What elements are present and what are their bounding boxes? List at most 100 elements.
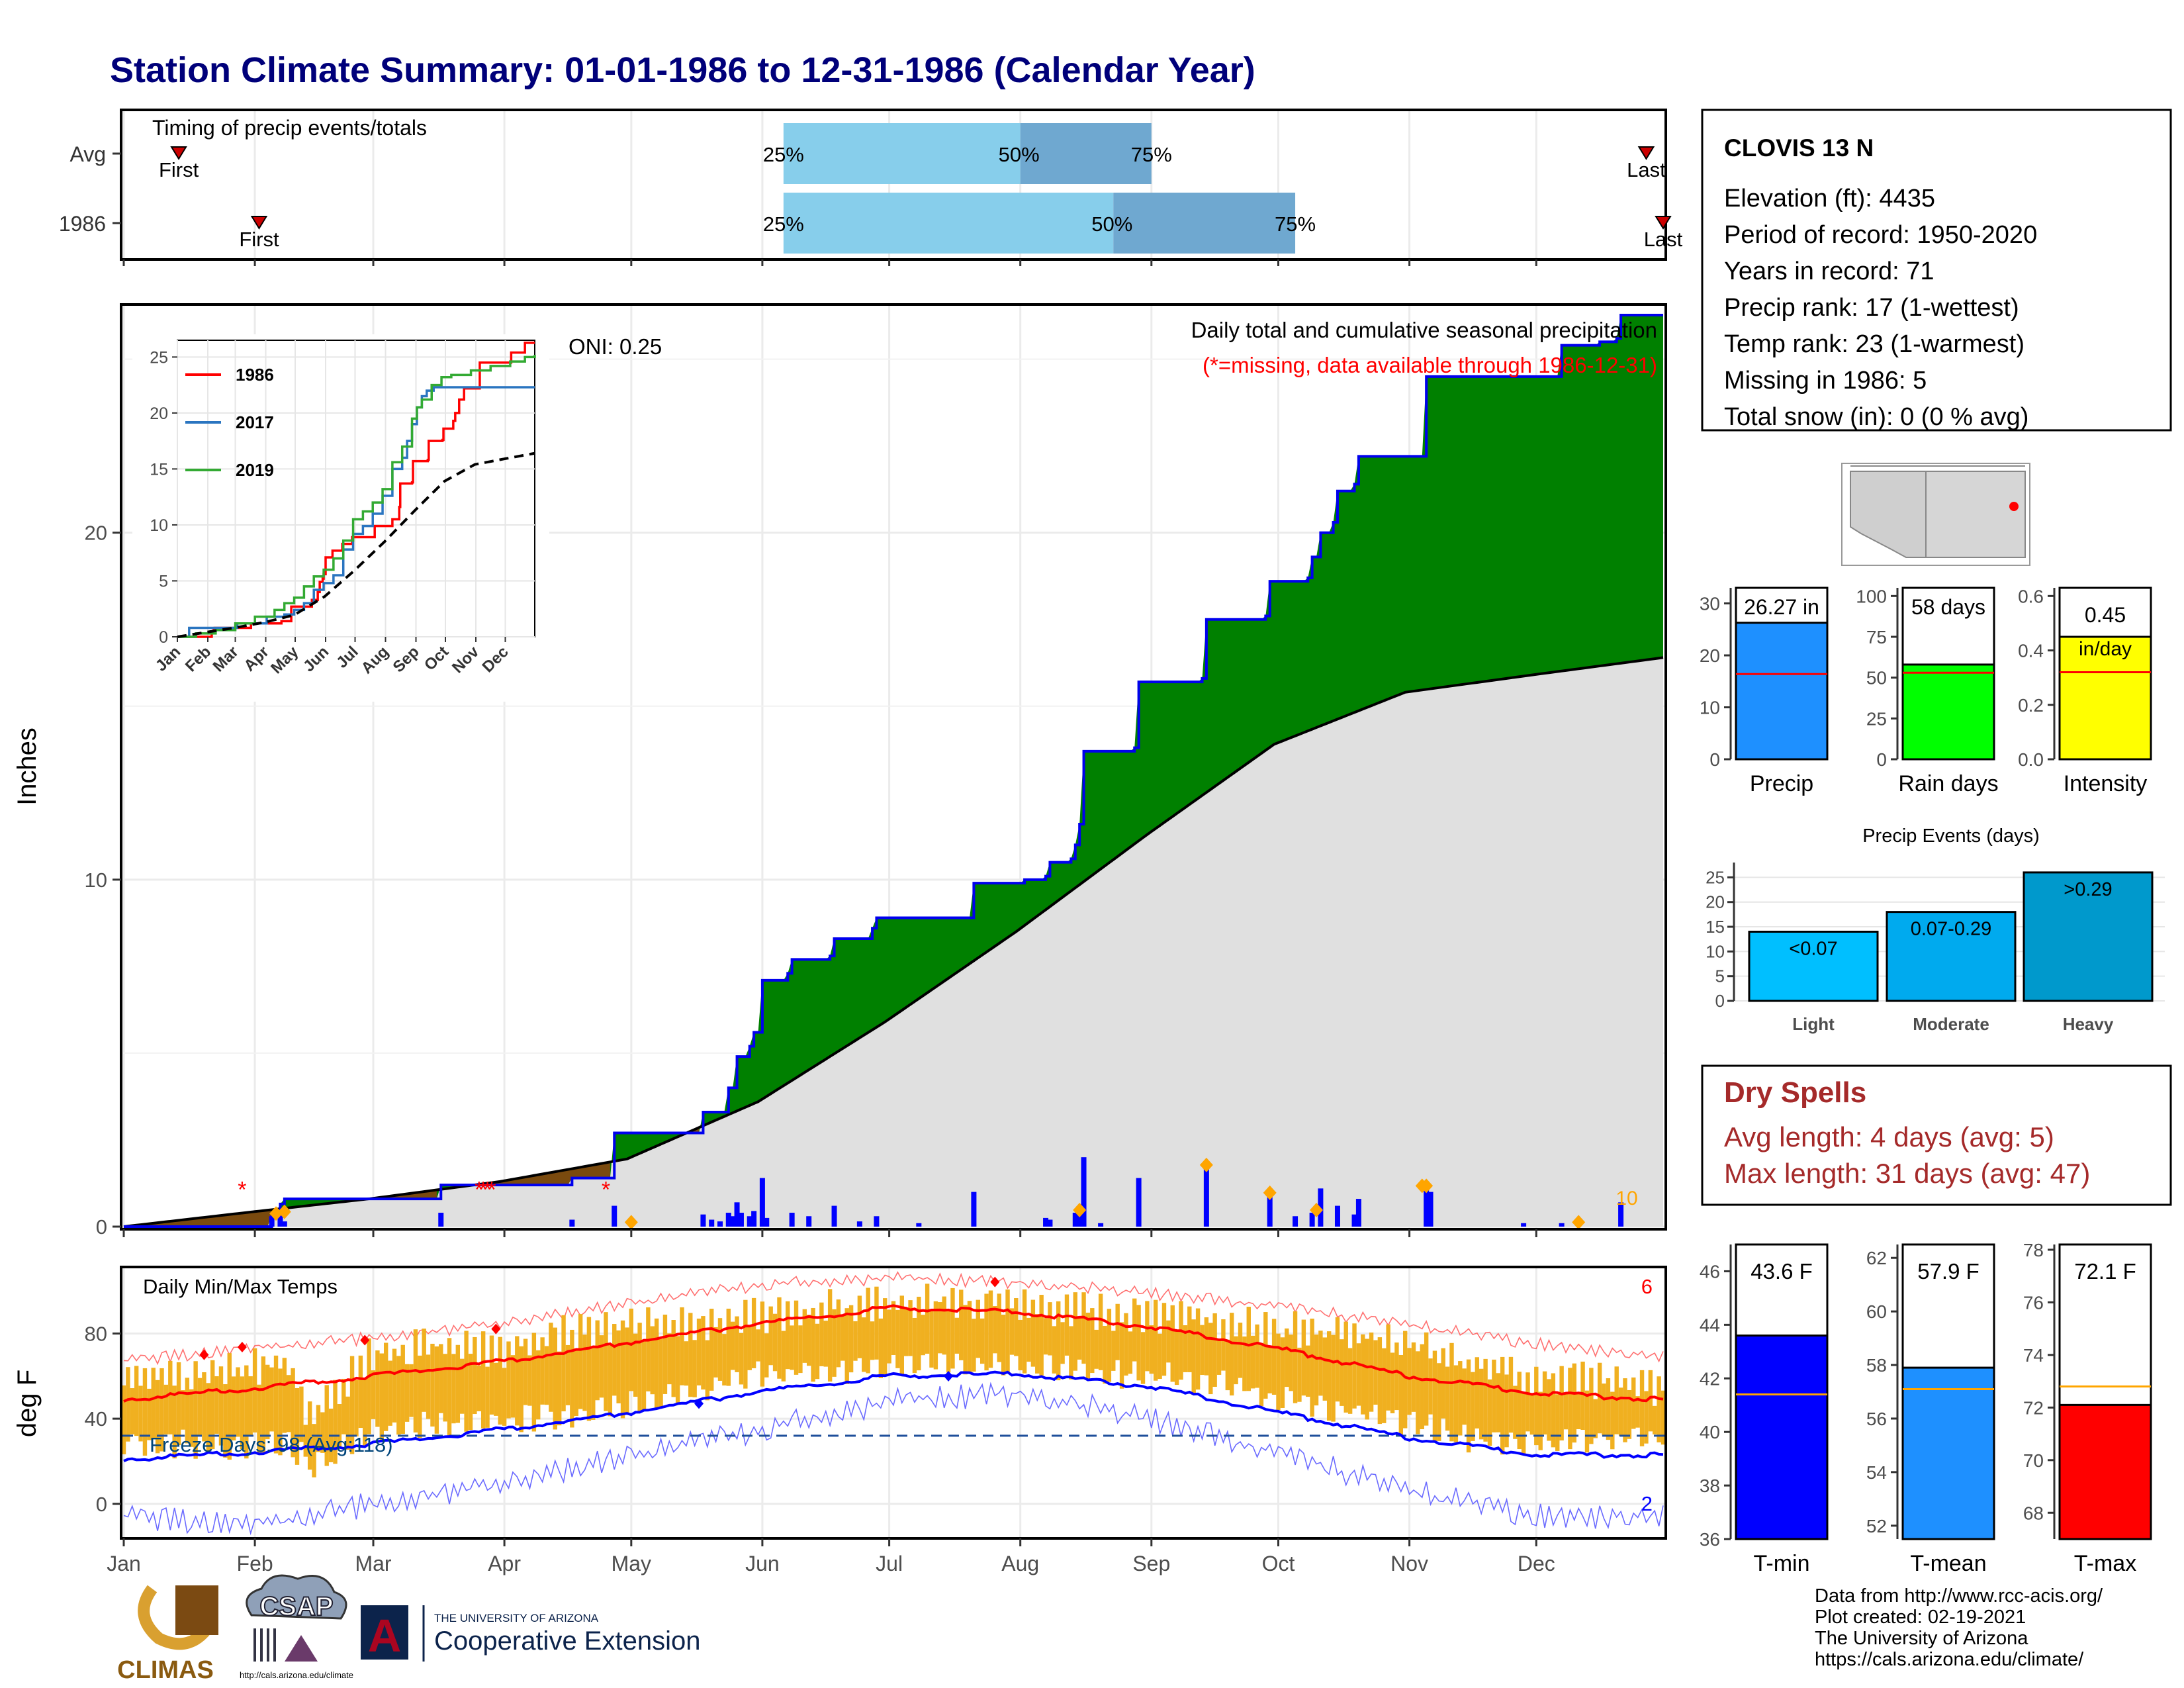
record-low-marker xyxy=(944,1371,954,1382)
month-tick-label: Jul xyxy=(876,1552,903,1575)
daily-temp-bar xyxy=(988,1290,993,1368)
daily-temp-bar xyxy=(151,1368,156,1439)
precip-stats: 0 10 20 30 26.27 in Precip 0 25 50 75 100 58 days Ra… xyxy=(1700,586,2152,796)
daily-temp-bar xyxy=(612,1324,617,1396)
daily-temp-bar xyxy=(832,1309,837,1377)
first-event-label: First xyxy=(159,158,199,181)
daily-temp-bar xyxy=(1009,1308,1015,1355)
daily-temp-bar xyxy=(155,1380,160,1454)
daily-temp-bar xyxy=(278,1368,283,1456)
last-event-marker xyxy=(1655,216,1672,230)
daily-temp-bar xyxy=(1508,1356,1514,1433)
station-info-line: Years in record: 71 xyxy=(1724,258,1934,285)
temps-y-axis: 0 40 80 xyxy=(85,1322,121,1516)
daily-temp-bar xyxy=(485,1366,490,1428)
daily-temp-bar xyxy=(252,1348,257,1433)
events-bin-label: 0.07-0.29 xyxy=(1911,919,1992,940)
daily-temp-bar xyxy=(244,1365,249,1459)
month-tick-label: Jan xyxy=(107,1552,141,1575)
events-title: Precip Events (days) xyxy=(1862,825,2040,847)
daily-temp-bar xyxy=(1124,1313,1128,1376)
daily-temp-bar xyxy=(1166,1320,1171,1363)
events-tick-label: 15 xyxy=(1706,917,1725,937)
daily-temp-bar xyxy=(168,1360,173,1434)
daily-temp-bar xyxy=(1343,1321,1348,1413)
daily-temp-bar xyxy=(214,1376,219,1434)
daily-temp-bar xyxy=(841,1316,845,1361)
dry-spells: Dry Spells Avg length: 4 days (avg: 5) M… xyxy=(1701,1064,2172,1206)
daily-temp-bar xyxy=(942,1296,946,1355)
daily-precip-bar xyxy=(1618,1202,1624,1227)
daily-temp-bar xyxy=(299,1386,304,1442)
daily-temp-bar xyxy=(929,1309,934,1368)
daily-temp-bar xyxy=(1496,1373,1500,1432)
daily-temp-bar xyxy=(176,1362,181,1446)
daily-temp-bar xyxy=(806,1315,811,1366)
daily-temp-bar xyxy=(756,1329,760,1362)
stat-category-label: T-max xyxy=(2074,1551,2136,1576)
stat-value-label: 58 days xyxy=(1911,595,1985,619)
extreme-precip-marker xyxy=(1199,1157,1213,1172)
daily-temp-bar xyxy=(1060,1322,1065,1364)
daily-temp-bar xyxy=(443,1354,447,1422)
daily-temp-bar xyxy=(447,1338,452,1436)
daily-temp-bar xyxy=(1158,1333,1162,1380)
daily-temp-bar xyxy=(671,1320,676,1397)
daily-temp-bar xyxy=(1259,1342,1264,1407)
record-high-marker xyxy=(237,1342,247,1353)
inset-legend-label: 2017 xyxy=(236,412,274,432)
missing-day-marker: * xyxy=(483,1177,492,1202)
daily-temp-bar xyxy=(595,1320,600,1401)
temps-panel: Daily Min/Max Temps 6 2 Freeze Days: 98 … xyxy=(13,1229,1667,1575)
inset-series-line xyxy=(177,451,535,638)
footer-line: Data from http://www.rcc-acis.org/ xyxy=(1815,1585,2103,1607)
extreme-precip-marker xyxy=(1420,1178,1433,1194)
first-event-label: First xyxy=(239,228,279,251)
stat-tick-label: 42 xyxy=(1700,1368,1720,1389)
daily-temp-bar xyxy=(434,1346,439,1434)
daily-temp-bar xyxy=(1225,1339,1230,1391)
stat-tick-label: 0.0 xyxy=(2018,749,2044,770)
daily-temp-bar xyxy=(1145,1301,1150,1372)
daily-temp-bar xyxy=(874,1286,879,1360)
events-bin-label: <0.07 xyxy=(1789,939,1837,960)
month-tick-label: Sep xyxy=(1132,1552,1170,1575)
daily-temp-bar xyxy=(1513,1385,1518,1439)
missing-day-marker: * xyxy=(487,1177,496,1202)
daily-temp-bar xyxy=(130,1388,134,1434)
daily-temp-bar xyxy=(349,1356,355,1454)
daily-temp-bar xyxy=(1183,1325,1188,1372)
daily-temp-bar xyxy=(1602,1383,1606,1436)
daily-temp-bar xyxy=(248,1376,253,1436)
daily-temp-bar xyxy=(857,1295,862,1358)
daily-temp-bar xyxy=(878,1318,884,1378)
dry-spells-title: Dry Spells xyxy=(1724,1076,1866,1109)
daily-temp-bar xyxy=(1479,1368,1484,1440)
inset-y-tick-label: 15 xyxy=(150,460,168,479)
daily-temp-bar xyxy=(972,1319,976,1372)
daily-temp-bar xyxy=(908,1300,913,1356)
month-tick-label: Apr xyxy=(488,1552,521,1575)
daily-temp-bar xyxy=(265,1364,270,1440)
stat-value-label: 0.45 xyxy=(2085,603,2126,627)
daily-temp-bar xyxy=(764,1333,769,1378)
daily-temp-bar xyxy=(1340,1339,1344,1406)
daily-temp-bar xyxy=(464,1331,469,1432)
stat-value-label: 26.27 in xyxy=(1744,595,1819,619)
daily-temp-bar xyxy=(1119,1322,1124,1389)
csap-bars-icon xyxy=(253,1628,276,1662)
daily-precip-bar xyxy=(747,1216,752,1227)
timing-rows: Avg 25% 50% 75% First Last 1986 25% 50% 75% First L… xyxy=(59,123,1683,266)
stat-tick-label: 70 xyxy=(2023,1450,2044,1471)
daily-temp-bar xyxy=(236,1367,240,1437)
daily-temp-bar xyxy=(1471,1372,1475,1441)
events-bar xyxy=(1886,911,2017,1002)
stat-bar xyxy=(1735,622,1829,761)
record-high-count: 6 xyxy=(1641,1275,1653,1298)
daily-temp-bar xyxy=(1597,1362,1602,1434)
daily-temp-bar xyxy=(1525,1372,1530,1432)
daily-temp-bar xyxy=(333,1380,338,1464)
daily-temp-bar xyxy=(494,1362,498,1416)
inset-y-tick-label: 25 xyxy=(150,348,168,367)
daily-temp-bar xyxy=(1572,1363,1577,1443)
